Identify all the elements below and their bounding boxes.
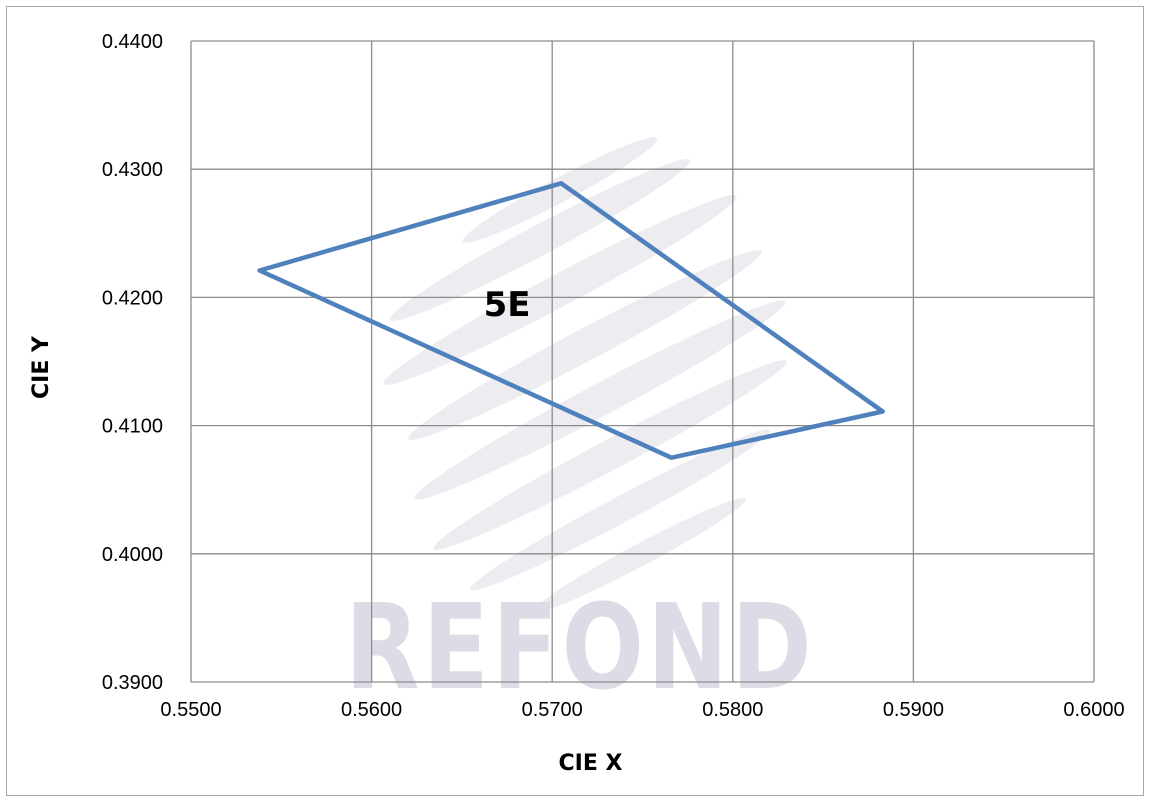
x-tick-label: 0.6000 (1063, 699, 1124, 721)
watermark-stripe (469, 429, 771, 591)
watermark-stripe (433, 360, 787, 550)
watermark-stripes (383, 137, 787, 613)
y-tick-label: 0.4000 (102, 544, 163, 566)
region-label: 5E (484, 285, 531, 325)
x-tick-label: 0.5900 (883, 699, 944, 721)
y-axis-ticks: 0.3900 0.4000 0.4100 0.4200 0.4300 0.4400 (102, 31, 163, 694)
watermark-stripe (414, 300, 786, 500)
x-axis-title: CIE X (559, 751, 623, 776)
x-axis-ticks: 0.5500 0.5600 0.5700 0.5800 0.5900 0.6000 (160, 699, 1124, 721)
watermark-stripe (462, 137, 658, 243)
watermark: REFOND (345, 137, 815, 716)
y-tick-label: 0.3900 (102, 672, 163, 694)
series-line (257, 181, 885, 460)
watermark-stripe (389, 159, 691, 321)
y-tick-label: 0.4100 (102, 416, 163, 438)
y-tick-label: 0.4200 (102, 287, 163, 309)
x-tick-label: 0.5500 (160, 699, 221, 721)
y-axis-title: CIE Y (29, 335, 54, 399)
x-tick-label: 0.5600 (341, 699, 402, 721)
watermark-text: REFOND (345, 578, 815, 716)
watermark-stripe (533, 497, 747, 613)
y-tick-label: 0.4400 (102, 31, 163, 53)
chart-grid (190, 40, 1095, 683)
chart-series (257, 181, 885, 460)
x-tick-label: 0.5700 (522, 699, 583, 721)
y-tick-label: 0.4300 (102, 159, 163, 181)
x-tick-label: 0.5800 (702, 699, 763, 721)
chart-annotations: 5E (484, 285, 531, 325)
